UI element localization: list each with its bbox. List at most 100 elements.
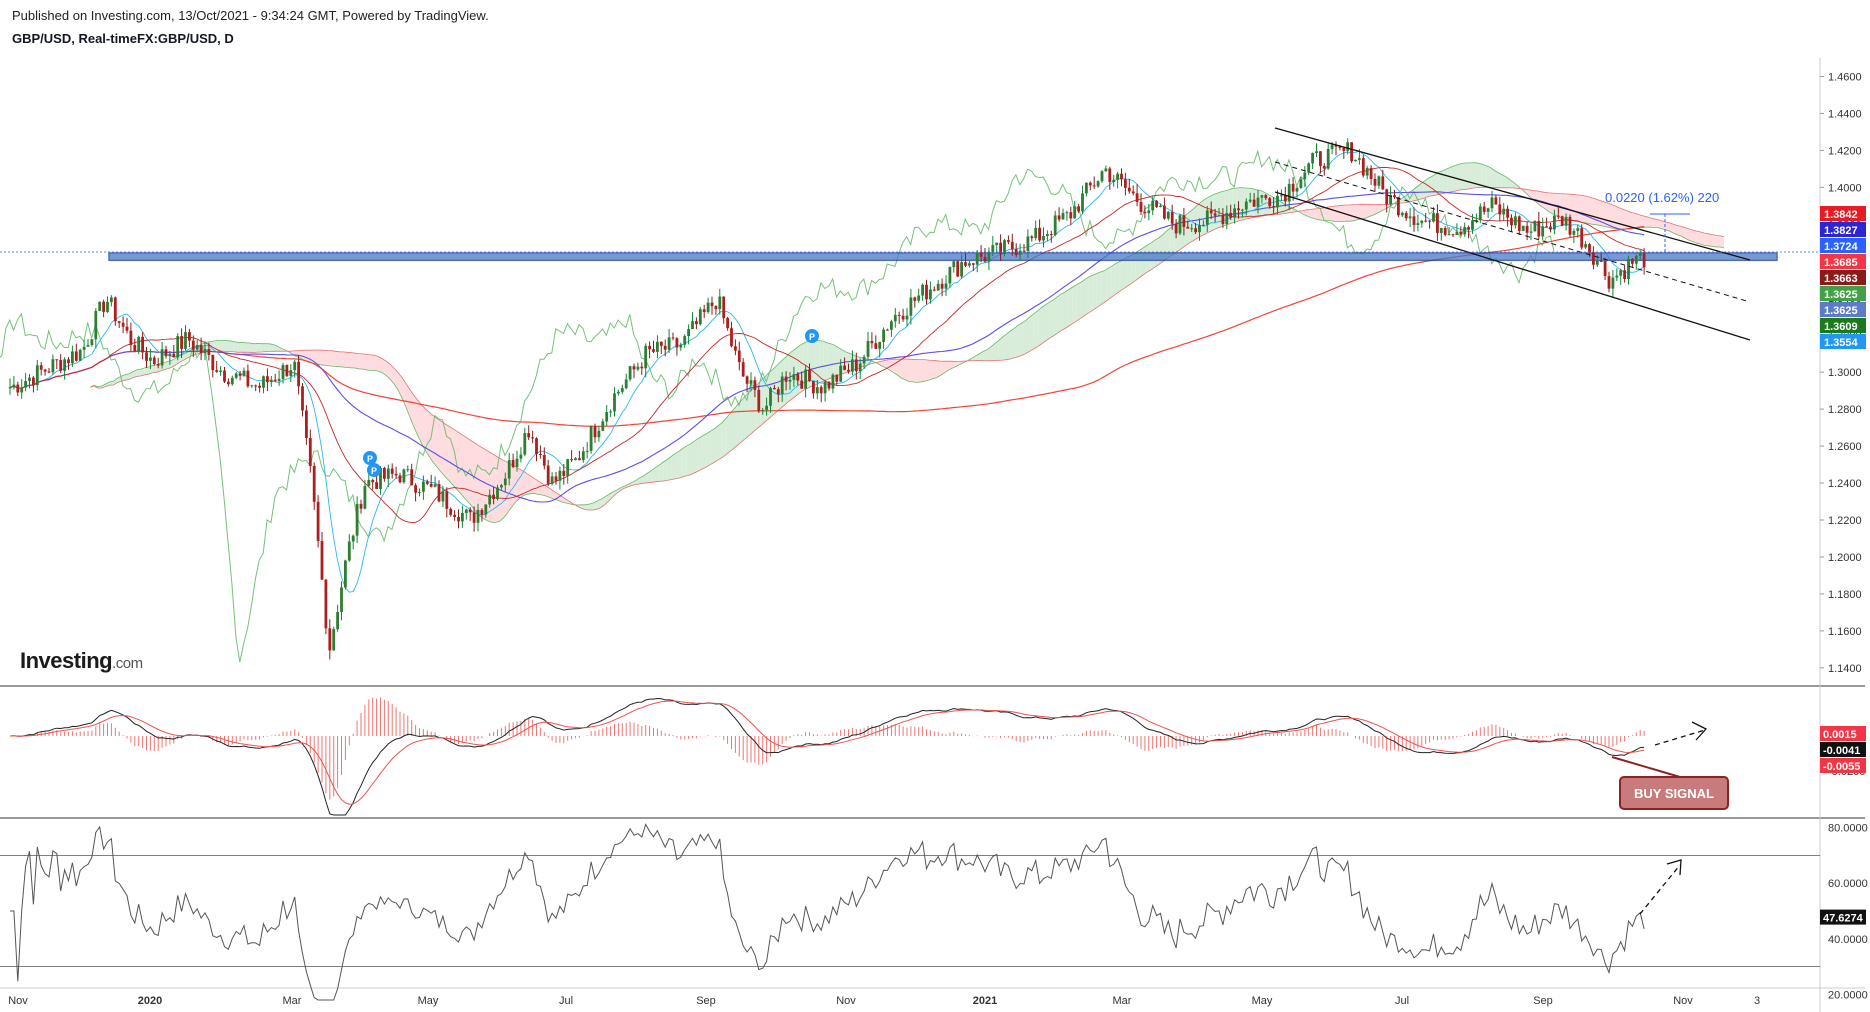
- candle: [1202, 224, 1205, 226]
- cloud-segment: [647, 470, 652, 483]
- cloud-segment: [1455, 164, 1459, 192]
- cloud-segment: [753, 384, 757, 433]
- candle: [1638, 253, 1642, 256]
- candle: [1478, 206, 1482, 221]
- cloud-segment: [1646, 216, 1650, 228]
- candle: [1057, 215, 1061, 220]
- candle: [1517, 216, 1521, 231]
- candle: [117, 321, 121, 323]
- candle: [1592, 252, 1595, 265]
- cloud-segment: [1595, 198, 1600, 226]
- trend-channel: [0, 127, 1820, 341]
- cloud-segment: [409, 389, 414, 427]
- cloud-segment: [425, 408, 430, 457]
- cloud-segment: [109, 381, 114, 386]
- tenkan-line: [9, 150, 1645, 593]
- cloud-segment: [335, 351, 340, 367]
- candle: [242, 370, 246, 376]
- candle: [1326, 148, 1330, 169]
- candle: [671, 337, 675, 339]
- candle: [328, 628, 332, 651]
- cloud-segment: [542, 483, 547, 497]
- candle: [1369, 168, 1373, 179]
- x-tick-label: Mar: [1113, 995, 1132, 1007]
- candle: [1424, 220, 1428, 222]
- cloud-segment: [675, 451, 679, 479]
- cloud-segment: [355, 353, 360, 370]
- cloud-segment: [1661, 220, 1666, 230]
- candle: [94, 310, 98, 340]
- cloud-segment: [1419, 181, 1424, 200]
- cloud-segment: [320, 350, 324, 366]
- candle: [1151, 200, 1155, 211]
- candle: [952, 261, 956, 268]
- candle: [1494, 197, 1498, 205]
- candle: [285, 365, 289, 376]
- candle: [1022, 250, 1026, 252]
- price-tag: [1820, 318, 1866, 333]
- candle: [207, 348, 211, 355]
- cloud-segment: [721, 418, 726, 458]
- price-tag-label: 1.3663: [1824, 273, 1858, 285]
- candle: [266, 376, 269, 383]
- candle: [1287, 183, 1291, 202]
- cloud-segment: [737, 400, 742, 446]
- cloud-segment: [944, 361, 948, 374]
- cloud-segment: [238, 342, 243, 353]
- candle: [102, 301, 105, 312]
- cloud-segment: [1029, 313, 1034, 352]
- cloud-segment: [1536, 190, 1541, 207]
- candle: [944, 283, 948, 289]
- candle: [581, 451, 585, 461]
- cloud-segment: [1575, 194, 1580, 223]
- y-tick-label: 1.2800: [1828, 404, 1862, 416]
- candle: [1514, 216, 1517, 226]
- cloud-segment: [593, 501, 597, 511]
- cloud-segment: [312, 349, 317, 364]
- cloud-segment: [877, 361, 882, 366]
- candle: [1572, 230, 1576, 235]
- rsi-tag-label: 47.6274: [1823, 913, 1864, 925]
- candle: [734, 346, 737, 351]
- candle: [277, 378, 281, 381]
- cloud-segment: [1084, 277, 1089, 316]
- rsi-tick-label: 60.0000: [1828, 878, 1868, 890]
- candle: [769, 388, 772, 406]
- candle: [1299, 179, 1303, 188]
- candle: [1338, 146, 1342, 148]
- candle: [1272, 206, 1275, 208]
- candle: [367, 480, 371, 487]
- candle: [82, 346, 86, 350]
- cloud-segment: [1673, 224, 1678, 235]
- price-tag-label: 1.3827: [1824, 225, 1858, 237]
- candle: [695, 321, 698, 325]
- candle: [1533, 220, 1537, 232]
- cloud-segment: [690, 440, 695, 475]
- cloud-segment: [1080, 279, 1085, 319]
- candle: [484, 504, 488, 515]
- candle: [890, 321, 893, 330]
- cloud-segment: [745, 392, 750, 439]
- cloud-segment: [1310, 208, 1315, 219]
- cloud-segment: [729, 409, 734, 452]
- cloud-segment: [667, 456, 672, 481]
- candle: [355, 503, 359, 536]
- candle: [1112, 179, 1116, 182]
- candle: [476, 509, 480, 523]
- cloud-segment: [437, 418, 441, 472]
- candle: [753, 380, 757, 390]
- candle: [1560, 216, 1564, 226]
- candle: [336, 611, 339, 630]
- cloud-segment: [1018, 322, 1023, 357]
- candle: [1026, 236, 1030, 251]
- candle: [866, 341, 870, 357]
- candle: [1295, 187, 1299, 192]
- candle: [1116, 173, 1119, 180]
- cloud-segment: [655, 464, 660, 482]
- candle: [1213, 213, 1217, 216]
- cloud-segment: [257, 343, 262, 353]
- candle: [971, 263, 975, 265]
- candle: [698, 309, 702, 325]
- cloud-segment: [1361, 204, 1366, 220]
